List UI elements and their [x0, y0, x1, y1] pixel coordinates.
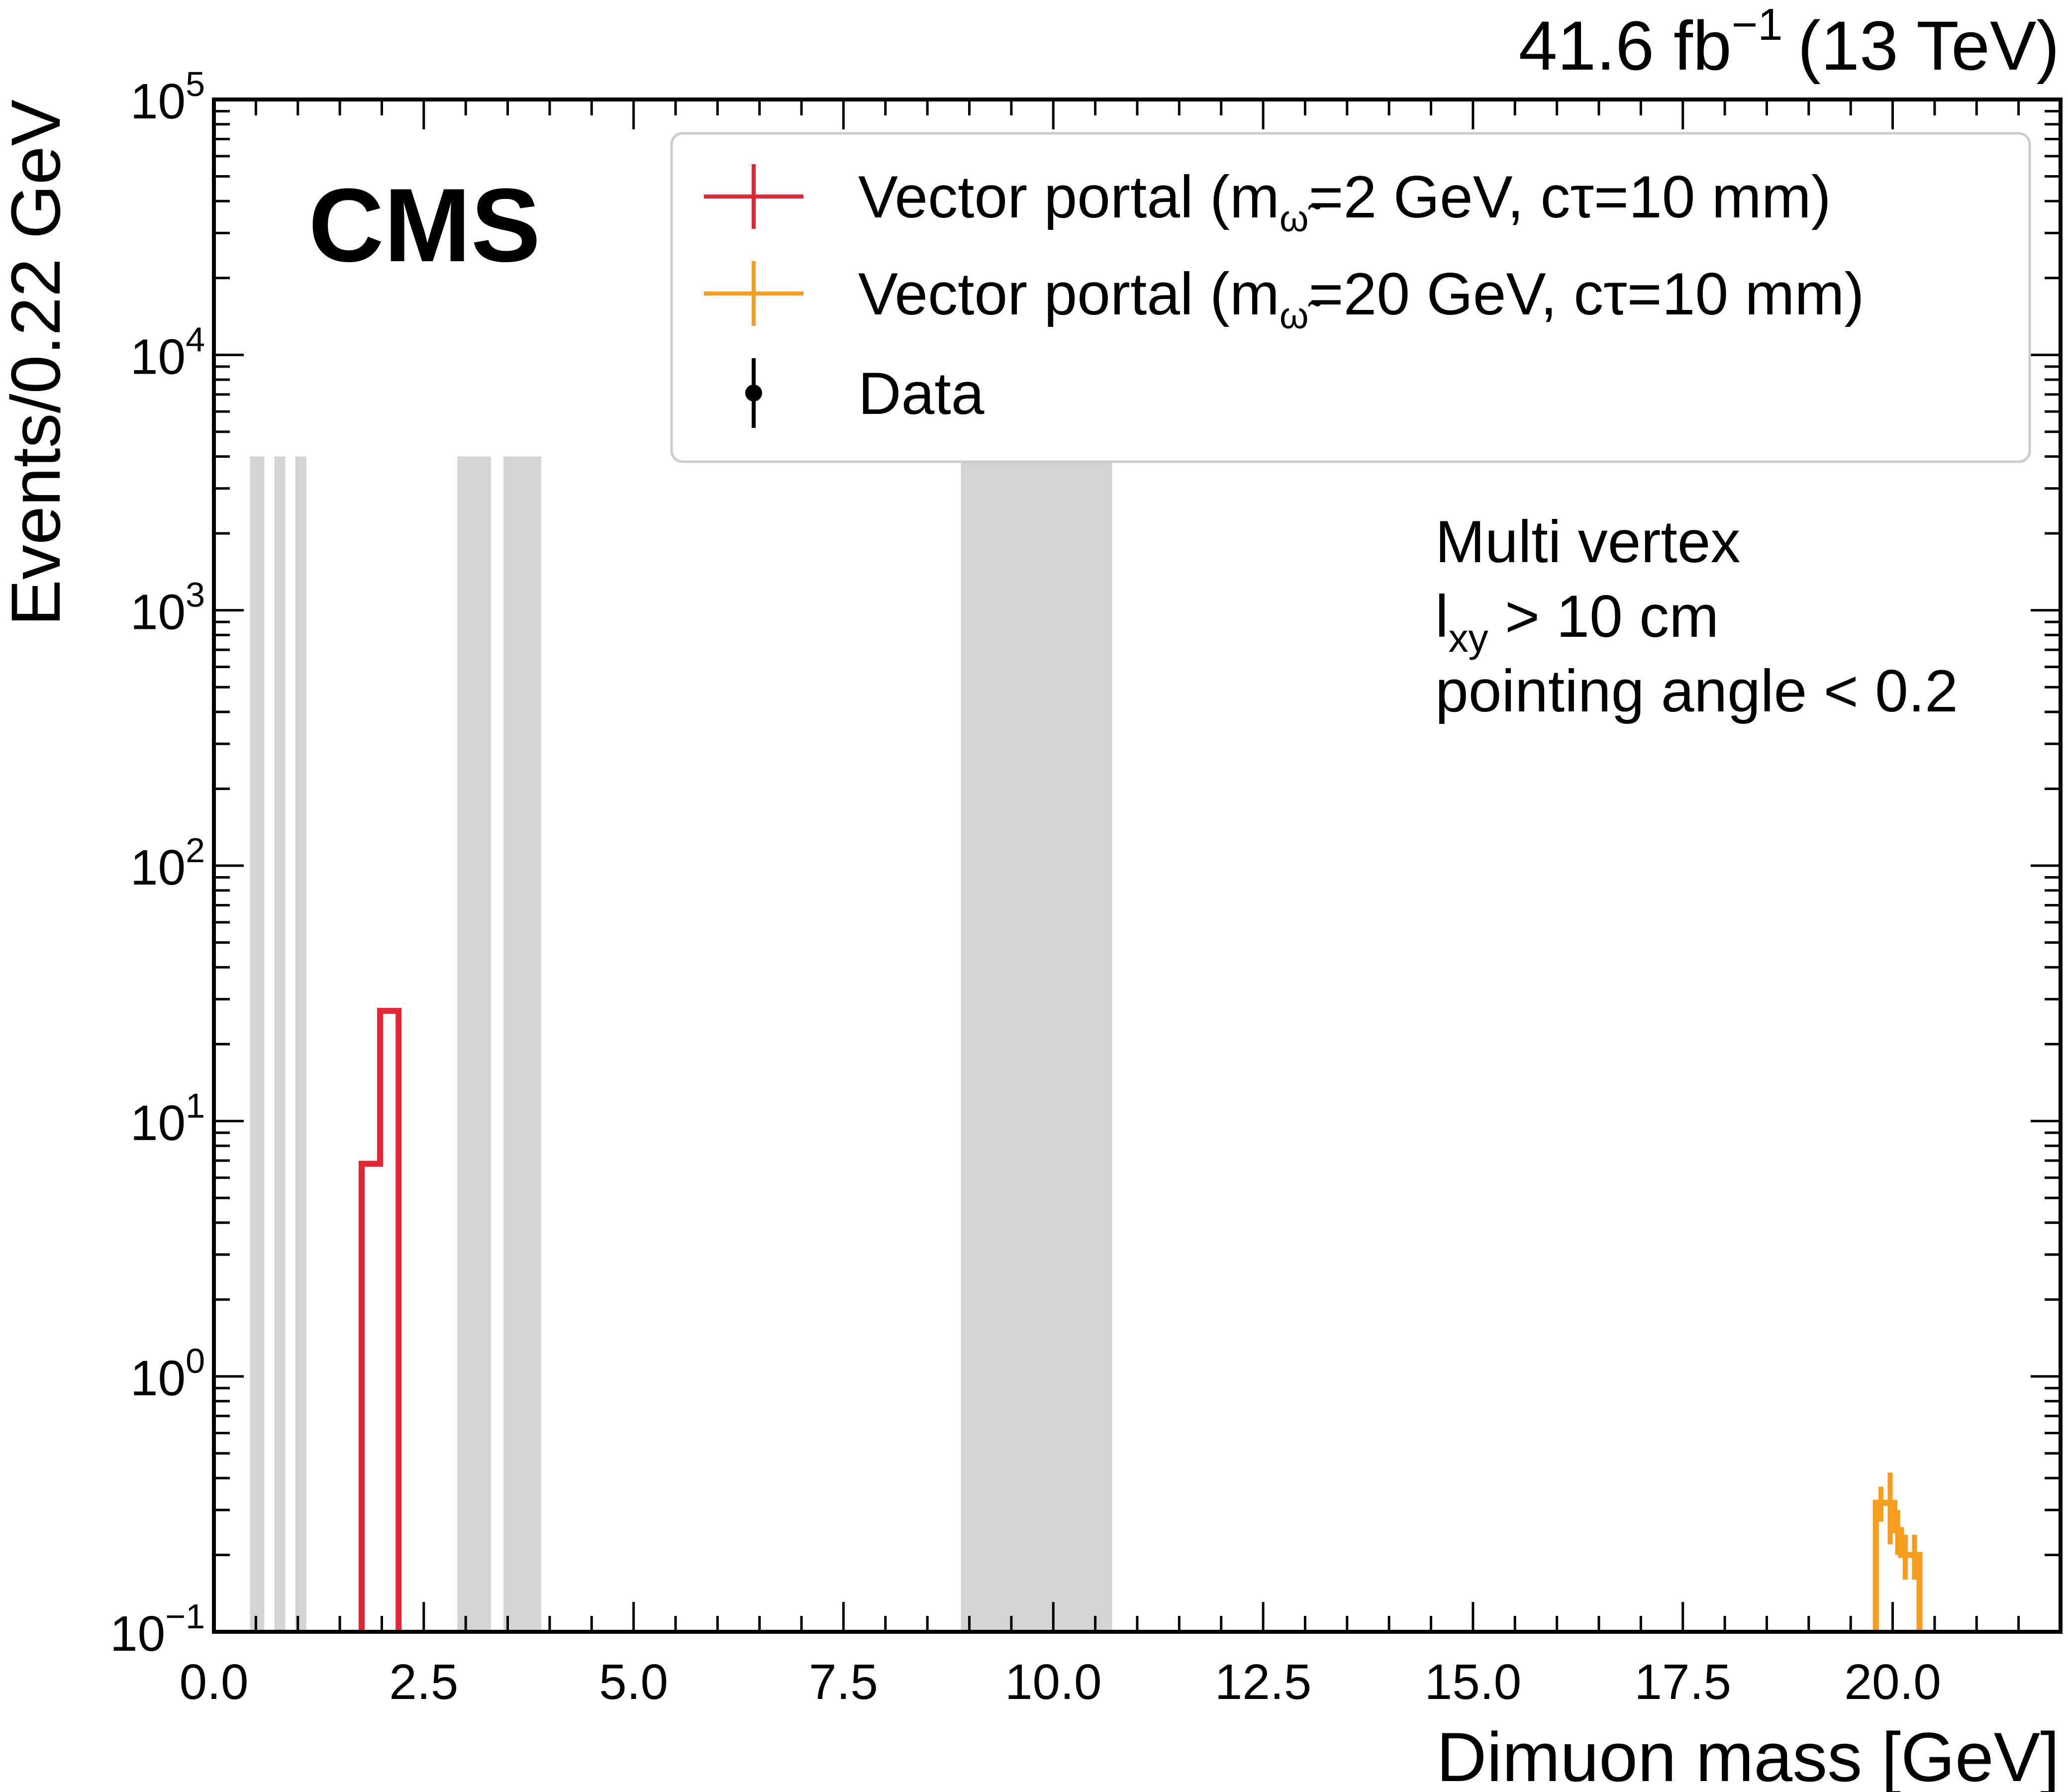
x-tick-label: 7.5 [809, 1654, 878, 1710]
legend-label-1: Vector portal (mω̃=20 GeV, cτ=10 mm) [858, 261, 1864, 336]
annotation-line-3: pointing angle < 0.2 [1435, 658, 1958, 724]
legend: Vector portal (mω̃=2 GeV, cτ=10 mm)Vecto… [670, 132, 2031, 463]
y-tick-base: 10 [130, 1351, 186, 1406]
y-tick-exponent: 0 [186, 1342, 205, 1381]
legend-label-text: Data [858, 360, 985, 427]
legend-label-rest: =20 GeV, cτ=10 mm) [1309, 261, 1865, 327]
y-tick-base: 10 [110, 1606, 165, 1662]
histogram-series [358, 1007, 1923, 1632]
annotation-line-2: lxy > 10 cm [1435, 583, 1719, 660]
lumi-exponent: −1 [1732, 0, 1783, 50]
energy-label: (13 TeV) [1797, 6, 2060, 85]
y-tick-label: 104 [130, 320, 205, 385]
legend-items: Vector portal (mω̃=2 GeV, cτ=10 mm)Vecto… [704, 164, 1864, 428]
legend-box [670, 132, 2031, 463]
selection-annotation: Multi vertex lxy > 10 cm pointing angle … [1435, 508, 1958, 724]
y-tick-exponent: −1 [165, 1597, 205, 1636]
y-tick-label: 100 [130, 1342, 205, 1406]
legend-label-text: Vector portal (m [858, 261, 1280, 327]
x-axis-label: Dimuon mass [GeV] [1436, 1718, 2060, 1792]
legend-marker-2 [745, 385, 762, 401]
annotation-line-2-rest: > 10 cm [1488, 583, 1719, 650]
y-tick-label: 105 [130, 65, 205, 129]
y-tick-label: 10−1 [110, 1597, 205, 1662]
lumi-value: 41.6 fb [1519, 6, 1732, 85]
plot-frame [212, 98, 2063, 1634]
masked-region-2 [295, 456, 306, 1632]
cms-label: CMS [308, 167, 541, 284]
y-tick-base: 10 [130, 840, 186, 896]
y-tick-base: 10 [130, 329, 186, 385]
x-tick-label: 10.0 [1005, 1654, 1102, 1710]
x-tick-label: 2.5 [389, 1654, 458, 1710]
legend-label-text: Vector portal (m [858, 164, 1280, 230]
x-tick-label: 12.5 [1215, 1654, 1312, 1710]
y-tick-label: 103 [130, 576, 205, 640]
y-tick-exponent: 3 [186, 576, 205, 614]
masked-region-0 [250, 456, 265, 1632]
masked-region-4 [503, 456, 542, 1632]
masked-region-5 [961, 456, 1112, 1632]
y-tick-label: 101 [130, 1086, 205, 1151]
legend-label-0: Vector portal (mω̃=2 GeV, cτ=10 mm) [858, 164, 1831, 239]
lumi-label: 41.6 fb−1 (13 TeV) [1519, 0, 2060, 85]
legend-label-rest: =2 GeV, cτ=10 mm) [1309, 164, 1831, 230]
y-tick-exponent: 1 [186, 1086, 205, 1125]
series-0-histogram [358, 1007, 402, 1632]
x-tick-label: 17.5 [1634, 1654, 1731, 1710]
masked-region-3 [457, 456, 491, 1632]
y-tick-label: 102 [130, 831, 205, 896]
masked-region-1 [274, 456, 286, 1632]
masked-regions [250, 456, 1112, 1632]
x-tick-label: 15.0 [1425, 1654, 1522, 1710]
annotation-line-2-subscript: xy [1449, 616, 1488, 660]
y-tick-base: 10 [130, 74, 186, 129]
y-tick-base: 10 [130, 585, 186, 640]
y-tick-exponent: 4 [186, 320, 205, 359]
x-tick-label: 20.0 [1844, 1654, 1941, 1710]
y-tick-exponent: 2 [186, 831, 205, 870]
y-tick-exponent: 5 [186, 65, 205, 103]
x-tick-label: 0.0 [179, 1654, 248, 1710]
y-tick-base: 10 [130, 1095, 186, 1151]
legend-label-2: Data [858, 360, 985, 427]
x-tick-label: 5.0 [599, 1654, 668, 1710]
y-axis-label: Events/0.22 GeV [0, 100, 75, 626]
annotation-line-2-main: l [1435, 583, 1449, 650]
annotation-line-1: Multi vertex [1435, 508, 1740, 575]
tick-labels: 0.0 2.5 5.0 7.5 10.0 12.5 15.0 17.5 20.010−11001… [110, 65, 1941, 1710]
